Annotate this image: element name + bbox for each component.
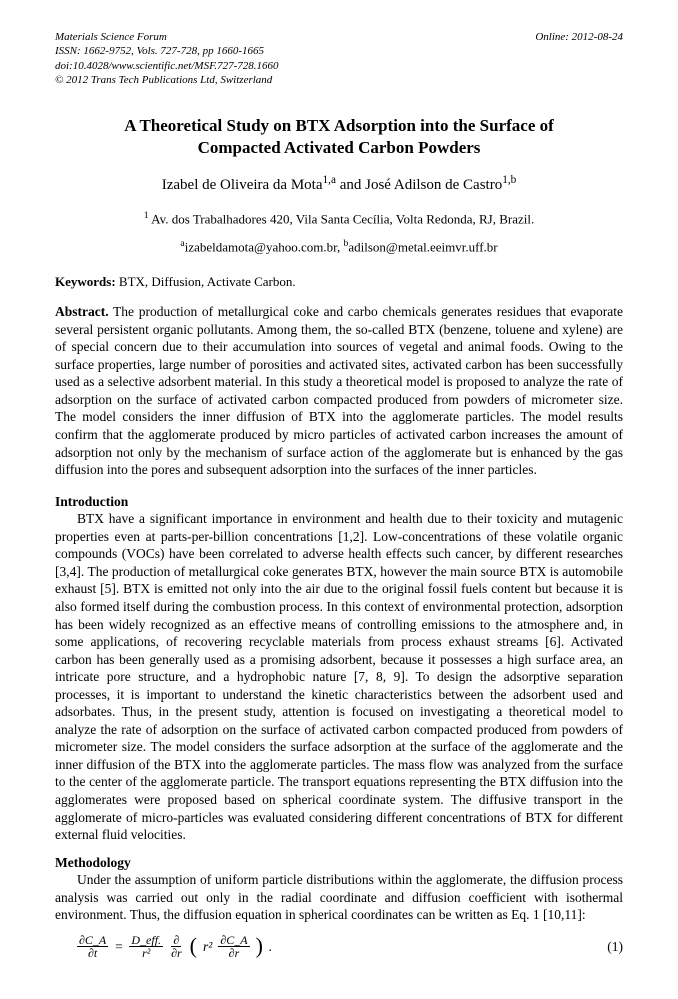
eq-r2: r² <box>203 938 212 956</box>
abstract-label: Abstract. <box>55 304 109 319</box>
eq-lhs-frac: ∂C_A ∂t <box>77 934 108 959</box>
eq-equals: = <box>114 938 123 956</box>
email-b: adilson@metal.eeimvr.uff.br <box>348 239 497 254</box>
rparen-icon: ) <box>256 935 263 957</box>
issn-line: ISSN: 1662-9752, Vols. 727-728, pp 1660-… <box>55 44 623 58</box>
equation-number: (1) <box>607 938 623 956</box>
eq-f2-den: ∂r <box>169 947 184 959</box>
eq-lhs-den: ∂t <box>86 947 99 959</box>
eq-f3: ∂C_A ∂r <box>218 934 249 959</box>
eq-f3-num: ∂C_A <box>218 934 249 947</box>
lparen-icon: ( <box>190 935 197 957</box>
journal-name: Materials Science Forum <box>55 30 167 44</box>
equation-1: ∂C_A ∂t = D_eff. r² ∂ ∂r ( r² ∂C_A ∂r ) … <box>77 934 623 959</box>
abstract-text: The production of metallurgical coke and… <box>55 304 623 477</box>
methodology-heading: Methodology <box>55 854 623 872</box>
author-1-sup: 1,a <box>323 174 336 186</box>
eq-f1-num: D_eff. <box>129 934 163 947</box>
keywords-line: Keywords: BTX, Diffusion, Activate Carbo… <box>55 274 623 291</box>
author-1-name: Izabel de Oliveira da Mota <box>162 177 323 193</box>
doi-line: doi:10.4028/www.scientific.net/MSF.727-7… <box>55 59 623 73</box>
equation-expression: ∂C_A ∂t = D_eff. r² ∂ ∂r ( r² ∂C_A ∂r ) … <box>77 934 272 959</box>
keywords-label: Keywords: <box>55 274 116 289</box>
copyright-line: © 2012 Trans Tech Publications Ltd, Swit… <box>55 73 623 87</box>
methodology-text: Under the assumption of uniform particle… <box>55 871 623 924</box>
eq-f2: ∂ ∂r <box>169 934 184 959</box>
abstract-block: Abstract. The production of metallurgica… <box>55 303 623 478</box>
and-separator: and <box>336 177 365 193</box>
eq-f1: D_eff. r² <box>129 934 163 959</box>
emails-line: aizabeldamota@yahoo.com.br, badilson@met… <box>55 238 623 256</box>
author-2-sup: 1,b <box>502 174 516 186</box>
affiliation-line: 1 Av. dos Trabalhadores 420, Vila Santa … <box>55 210 623 228</box>
keywords-text: BTX, Diffusion, Activate Carbon. <box>116 274 296 289</box>
eq-f3-den: ∂r <box>227 947 242 959</box>
journal-header: Materials Science Forum Online: 2012-08-… <box>55 30 623 87</box>
eq-lhs-num: ∂C_A <box>77 934 108 947</box>
introduction-heading: Introduction <box>55 493 623 511</box>
email-a: izabeldamota@yahoo.com.br, <box>185 239 344 254</box>
eq-f2-num: ∂ <box>171 934 181 947</box>
eq-period: . <box>269 938 272 956</box>
introduction-text: BTX have a significant importance in env… <box>55 510 623 843</box>
paper-title: A Theoretical Study on BTX Adsorption in… <box>85 115 593 159</box>
author-2-name: José Adilson de Castro <box>365 177 502 193</box>
authors-line: Izabel de Oliveira da Mota1,a and José A… <box>55 173 623 196</box>
eq-f1-den: r² <box>140 947 152 959</box>
affiliation-text: Av. dos Trabalhadores 420, Vila Santa Ce… <box>149 211 535 226</box>
online-date: Online: 2012-08-24 <box>535 30 623 44</box>
